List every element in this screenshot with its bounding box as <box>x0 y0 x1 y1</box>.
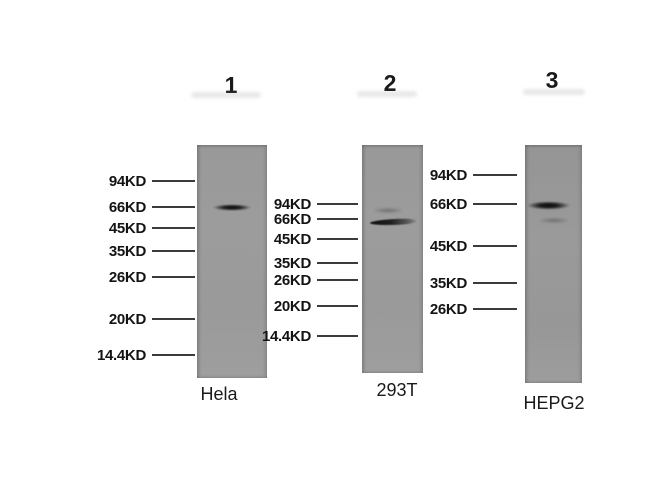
marker-label: 20KD <box>273 297 311 315</box>
marker-label: 26KD <box>429 300 467 318</box>
marker-label: 66KD <box>429 195 467 213</box>
scan-smudge <box>523 89 585 95</box>
marker-row-lane2-94kd: 94KD <box>225 195 358 213</box>
marker-tick-line <box>317 238 358 240</box>
marker-label: 14.4KD <box>96 346 146 364</box>
marker-label: 14.4KD <box>261 327 311 345</box>
marker-row-lane1-26kd: 26KD <box>60 268 195 286</box>
marker-tick-line <box>317 305 358 307</box>
marker-tick-line <box>152 227 195 229</box>
marker-label: 66KD <box>108 198 146 216</box>
marker-tick-line <box>317 203 358 205</box>
marker-tick-line <box>152 354 195 356</box>
marker-tick-line <box>152 206 195 208</box>
cell-line-label-293t: 293T <box>376 380 418 400</box>
lane-3-number: 3 <box>545 67 559 93</box>
marker-row-lane1-94kd: 94KD <box>60 172 195 190</box>
marker-row-lane2-14.4kd: 14.4KD <box>225 327 358 345</box>
lane-2-band-60kd <box>369 217 418 227</box>
marker-row-lane1-20kd: 20KD <box>60 310 195 328</box>
marker-row-lane1-35kd: 35KD <box>60 242 195 260</box>
marker-label: 94KD <box>429 166 467 184</box>
lane-2-gel-strip <box>362 145 423 373</box>
marker-tick-line <box>473 174 517 176</box>
lane-3-faint-band <box>540 218 568 223</box>
marker-label: 45KD <box>273 230 311 248</box>
lane-1-gel-strip <box>197 145 267 378</box>
marker-row-lane2-20kd: 20KD <box>225 297 358 315</box>
marker-label: 26KD <box>273 271 311 289</box>
cell-line-label-hepg2: HEPG2 <box>523 393 585 413</box>
marker-tick-line <box>473 308 517 310</box>
marker-label: 35KD <box>108 242 146 260</box>
marker-tick-line <box>473 245 517 247</box>
marker-label: 35KD <box>429 274 467 292</box>
marker-row-lane1-66kd: 66KD <box>60 198 195 216</box>
lane-3-band-66kd <box>526 201 571 210</box>
marker-row-lane3-94kd: 94KD <box>380 166 517 184</box>
marker-tick-line <box>473 203 517 205</box>
marker-tick-line <box>317 262 358 264</box>
marker-tick-line <box>152 180 195 182</box>
marker-row-lane3-26kd: 26KD <box>380 300 517 318</box>
marker-label: 45KD <box>429 237 467 255</box>
marker-row-lane2-45kd: 45KD <box>225 230 358 248</box>
marker-label: 35KD <box>273 254 311 272</box>
cell-line-label-hela: Hela <box>200 384 238 404</box>
marker-row-lane2-35kd: 35KD <box>225 254 358 272</box>
marker-row-lane1-45kd: 45KD <box>60 219 195 237</box>
marker-row-lane3-35kd: 35KD <box>380 274 517 292</box>
marker-row-lane3-45kd: 45KD <box>380 237 517 255</box>
marker-row-lane3-66kd: 66KD <box>380 195 517 213</box>
marker-tick-line <box>317 335 358 337</box>
marker-row-lane1-14.4kd: 14.4KD <box>60 346 195 364</box>
marker-label: 94KD <box>273 195 311 213</box>
marker-tick-line <box>473 282 517 284</box>
marker-tick-line <box>317 279 358 281</box>
lane-1-band-66kd <box>212 204 252 211</box>
scan-smudge <box>191 92 261 98</box>
scan-smudge <box>357 91 417 97</box>
lane-3-gel-strip <box>525 145 582 383</box>
marker-row-lane2-66kd: 66KD <box>225 210 358 228</box>
marker-label: 20KD <box>108 310 146 328</box>
marker-tick-line <box>152 318 195 320</box>
marker-label: 26KD <box>108 268 146 286</box>
marker-label: 45KD <box>108 219 146 237</box>
marker-tick-line <box>317 218 358 220</box>
marker-label: 94KD <box>108 172 146 190</box>
lane-2-number: 2 <box>383 70 397 96</box>
marker-label: 66KD <box>273 210 311 228</box>
marker-row-lane2-26kd: 26KD <box>225 271 358 289</box>
lane-2-faint-band <box>374 208 402 213</box>
marker-tick-line <box>152 250 195 252</box>
marker-tick-line <box>152 276 195 278</box>
lane-1-number: 1 <box>224 72 238 98</box>
